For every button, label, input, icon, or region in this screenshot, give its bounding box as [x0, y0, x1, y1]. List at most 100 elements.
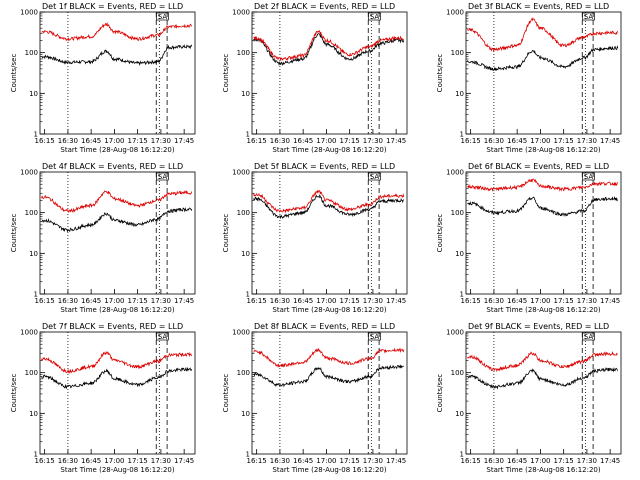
- x-tick-label: 17:45: [174, 137, 194, 145]
- x-tick-label: 17:00: [530, 297, 550, 305]
- plot-frame: [465, 171, 622, 295]
- x-tick-label: 16:30: [58, 297, 78, 305]
- x-tick-label: 17:15: [128, 457, 148, 465]
- series-line: [41, 351, 193, 374]
- chart-title: Det 8f BLACK = Events, RED = LLD: [254, 322, 395, 331]
- y-tick-label: 10: [455, 410, 464, 418]
- x-tick-label: 17:00: [316, 297, 336, 305]
- series-line: [467, 196, 618, 217]
- chart-panel: Det 9f BLACK = Events, RED = LLD 1 10 100 10…: [436, 322, 622, 474]
- x-tick-label: 17:00: [530, 457, 550, 465]
- series-line: [253, 29, 404, 61]
- x-tick-label: 16:30: [58, 457, 78, 465]
- chart-title: Det 3f BLACK = Events, RED = LLD: [468, 2, 609, 11]
- x-tick-label: 17:15: [554, 137, 574, 145]
- x-tick-label: 16:15: [35, 457, 55, 465]
- x-tick-label: 17:45: [174, 457, 194, 465]
- x-tick-label: 17:00: [104, 297, 124, 305]
- y-tick-label: 100: [451, 369, 464, 377]
- y-tick-label: 1: [34, 131, 38, 139]
- x-tick-label: 16:30: [270, 457, 290, 465]
- saa-marker-label: SA: [158, 13, 168, 21]
- y-axis-label: Counts/sec: [436, 374, 444, 413]
- series-line: [41, 44, 193, 66]
- y-tick-label: 1: [246, 451, 250, 459]
- series-line: [467, 351, 619, 373]
- series-line: [253, 364, 404, 388]
- y-tick-label: 100: [25, 209, 38, 217]
- chart-panel: Det 3f BLACK = Events, RED = LLD 1 10 100 10…: [436, 2, 622, 154]
- x-tick-label: 17:45: [174, 297, 194, 305]
- x-tick-label: 17:30: [363, 457, 383, 465]
- x-tick-label: 17:15: [554, 457, 574, 465]
- plot-frame: [465, 331, 622, 455]
- x-tick-label: 16:45: [293, 457, 313, 465]
- chart-panel: Det 1f BLACK = Events, RED = LLD 1 10 100 10…: [10, 2, 196, 154]
- x-tick-label: 16:15: [461, 137, 481, 145]
- x-tick-label: 16:45: [81, 457, 101, 465]
- saa-marker-box: [582, 12, 595, 21]
- y-tick-label: 1000: [232, 169, 250, 177]
- series-line: [253, 189, 405, 214]
- saa-marker-box: [156, 12, 169, 21]
- x-tick-label: 17:15: [128, 297, 148, 305]
- x-tick-label: 17:30: [151, 457, 171, 465]
- y-tick-label: 1000: [232, 329, 250, 337]
- x-tick-label: 17:30: [577, 297, 597, 305]
- x-tick-label: 16:30: [484, 297, 504, 305]
- x-tick-label: 17:00: [104, 137, 124, 145]
- x-tick-label: 16:30: [270, 137, 290, 145]
- x-axis-label: Start Time (28-Aug-08 16:12:20): [486, 466, 600, 474]
- series-line: [467, 17, 619, 53]
- x-tick-label: 17:45: [386, 297, 406, 305]
- y-tick-label: 1000: [446, 329, 464, 337]
- y-axis-label: Counts/sec: [10, 374, 18, 413]
- x-tick-label: 17:45: [600, 457, 620, 465]
- x-tick-label: 17:30: [151, 137, 171, 145]
- y-tick-label: 1: [460, 451, 464, 459]
- y-tick-label: 1: [460, 291, 464, 299]
- x-axis-label: Start Time (28-Aug-08 16:12:20): [486, 146, 600, 154]
- saa-marker-box: [156, 172, 169, 181]
- saa-marker-label: SA: [158, 173, 168, 181]
- x-tick-label: 16:15: [461, 457, 481, 465]
- x-tick-label: 17:30: [363, 297, 383, 305]
- chart-panel: Det 8f BLACK = Events, RED = LLD 1 10 100 10…: [222, 322, 408, 474]
- chart-panel: Det 5f BLACK = Events, RED = LLD 1 10 100 10…: [222, 162, 408, 314]
- y-tick-label: 100: [451, 209, 464, 217]
- x-tick-label: 17:00: [530, 137, 550, 145]
- x-tick-label: 16:15: [35, 137, 55, 145]
- x-axis-label: Start Time (28-Aug-08 16:12:20): [60, 466, 174, 474]
- x-tick-label: 16:45: [507, 457, 527, 465]
- y-tick-label: 10: [455, 90, 464, 98]
- y-tick-label: 1000: [232, 9, 250, 17]
- saa-marker-box: [582, 332, 595, 341]
- saa-marker-label: SA: [158, 333, 168, 341]
- y-tick-label: 100: [237, 209, 250, 217]
- y-tick-label: 100: [237, 369, 250, 377]
- x-tick-label: 17:30: [363, 137, 383, 145]
- x-tick-label: 16:30: [484, 457, 504, 465]
- series-line: [253, 194, 404, 220]
- saa-marker-box: [368, 332, 381, 341]
- y-tick-label: 10: [29, 410, 38, 418]
- x-tick-label: 17:45: [600, 137, 620, 145]
- plot-frame: [251, 331, 408, 455]
- y-tick-label: 1: [246, 131, 250, 139]
- x-tick-label: 17:15: [340, 137, 360, 145]
- x-tick-label: 17:30: [577, 457, 597, 465]
- x-tick-label: 16:45: [293, 137, 313, 145]
- y-axis-label: Counts/sec: [222, 54, 230, 93]
- x-tick-label: 16:30: [484, 137, 504, 145]
- y-tick-label: 100: [25, 49, 38, 57]
- x-tick-label: 17:00: [316, 137, 336, 145]
- x-tick-label: 17:45: [600, 297, 620, 305]
- x-axis-label: Start Time (28-Aug-08 16:12:20): [60, 146, 174, 154]
- chart-title: Det 4f BLACK = Events, RED = LLD: [42, 162, 183, 171]
- y-axis-label: Counts/sec: [10, 214, 18, 253]
- chart-title: Det 6f BLACK = Events, RED = LLD: [468, 162, 609, 171]
- plot-frame: [251, 171, 408, 295]
- saa-marker-label: SA: [584, 173, 594, 181]
- chart-panel: Det 6f BLACK = Events, RED = LLD 1 10 100 10…: [436, 162, 622, 314]
